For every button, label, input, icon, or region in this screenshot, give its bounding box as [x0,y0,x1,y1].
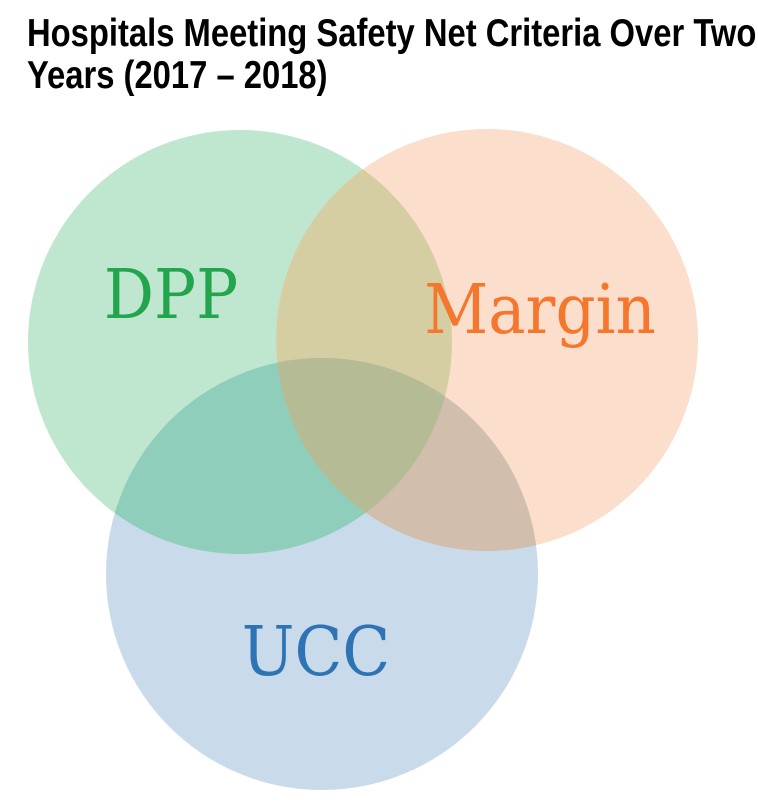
venn-overlap-all [276,358,452,551]
figure-title-line-1: Hospitals Meeting Safety Net Criteria Ov… [27,12,757,55]
figure-title: Hospitals Meeting Safety Net Criteria Ov… [27,13,758,97]
venn-label-dpp: DPP [104,256,238,335]
venn-label-ucc: UCC [242,613,390,692]
venn-label-margin: Margin [424,271,656,350]
venn-overlap-all-group [276,358,452,551]
figure-title-line-2: Years (2017 – 2018) [27,54,328,97]
